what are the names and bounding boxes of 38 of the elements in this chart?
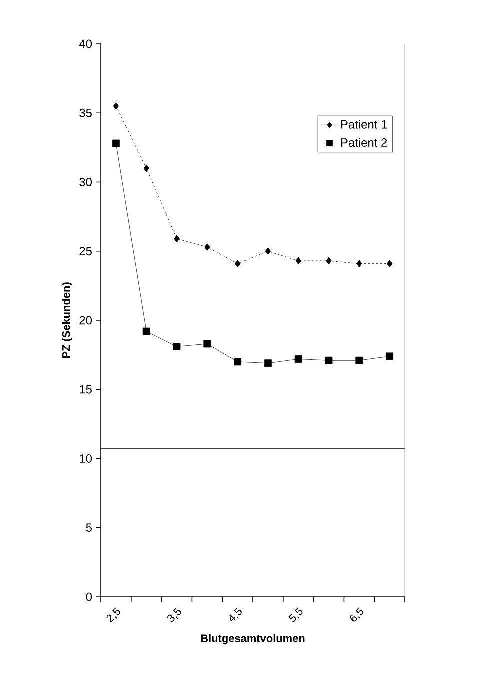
- y-tick-label: 30: [80, 178, 92, 186]
- point: [296, 257, 302, 265]
- y-axis-title: PZ (Sekunden): [62, 282, 72, 358]
- point: [386, 260, 393, 268]
- legend-label: Patient 1: [341, 120, 388, 129]
- x-tick-label: 2,5: [106, 608, 120, 623]
- y-tick-label: 20: [80, 316, 92, 325]
- x-tick-label: 4,5: [230, 608, 242, 622]
- x-tick-label: 5,5: [288, 608, 303, 622]
- y-tick-label: 10: [80, 454, 92, 463]
- y-tick-label: 40: [79, 40, 92, 48]
- point: [386, 352, 394, 360]
- y-tick-label: 15: [80, 385, 92, 394]
- x-tick-label: 3,5: [168, 608, 182, 622]
- point: [204, 244, 210, 251]
- y-tick-label: 5: [86, 524, 92, 532]
- point: [234, 358, 242, 366]
- legend-label: Patient 2: [341, 138, 388, 147]
- point: [326, 257, 332, 265]
- point: [356, 356, 364, 364]
- x-axis-title: Blutgesamtvolumen: [201, 634, 305, 645]
- point: [265, 248, 272, 256]
- point: [264, 360, 272, 368]
- point: [144, 164, 150, 172]
- x-tick-label: 6,5: [350, 608, 364, 622]
- point: [174, 235, 180, 243]
- point: [142, 328, 150, 336]
- point: [356, 260, 362, 268]
- y-tick-label: 0: [86, 592, 92, 602]
- point: [234, 260, 241, 268]
- point: [325, 356, 333, 364]
- y-tick-label: 25: [80, 247, 92, 256]
- point: [294, 356, 302, 363]
- y-tick-label: 35: [80, 108, 92, 118]
- point: [113, 102, 120, 110]
- point: [204, 340, 212, 348]
- point: [173, 343, 181, 350]
- point: [112, 140, 120, 148]
